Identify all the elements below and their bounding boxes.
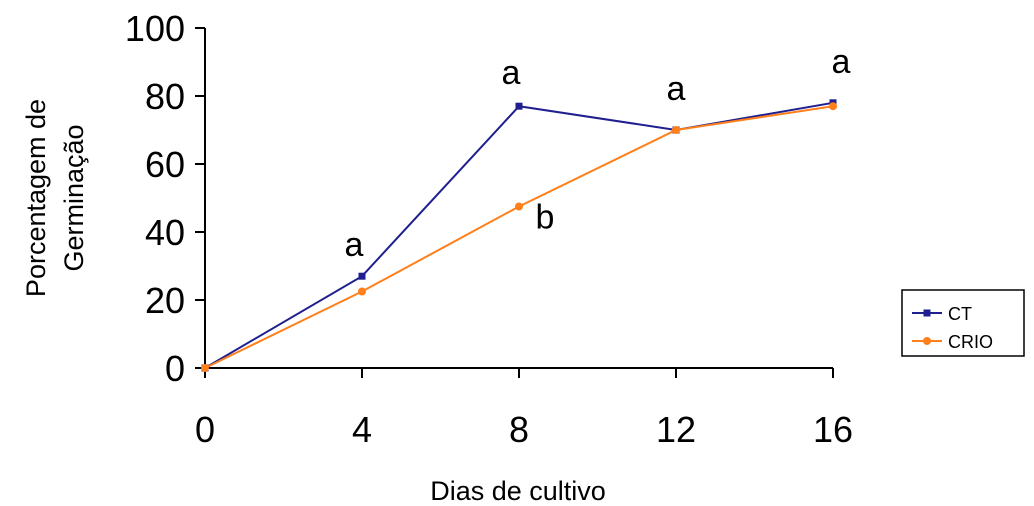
data-point-ct [515,102,523,110]
legend: CT CRIO [901,289,1025,357]
annotations-layer: a a b a a [340,43,851,266]
legend-marker-ct [923,309,931,317]
y-tick-label: 0 [165,348,185,389]
x-tick-label: 0 [195,409,215,450]
axes-layer: 0 20 40 60 80 100 0 4 8 12 16 [125,8,853,450]
data-point-crio [358,287,366,296]
significance-label: a [345,226,364,264]
y-tick-label: 40 [145,212,185,253]
data-point-crio [829,102,837,111]
annotation-background [340,229,368,266]
y-tick-label: 60 [145,144,185,185]
data-point-crio [201,364,209,372]
x-tick-label: 4 [352,409,372,450]
data-point-crio [515,202,523,211]
x-tick-label: 12 [656,409,696,450]
data-point-ct [358,272,366,280]
significance-label: b [536,199,555,237]
y-axis-title-line-1: Porcentagem de [21,99,51,297]
y-axis-title: Porcentagem de Germinação [21,99,89,297]
x-tick-label: 16 [813,409,853,450]
annotation-background [531,201,559,238]
y-axis-title-line-2: Germinação [59,124,89,271]
legend-marker-crio [923,337,931,345]
x-tick-label: 8 [509,409,529,450]
y-tick-label: 100 [125,8,185,49]
data-point-crio [672,126,680,134]
significance-label: a [667,70,686,108]
y-tick-label: 80 [145,76,185,117]
legend-box [901,289,1025,357]
legend-label-crio: CRIO [948,332,993,352]
significance-label: a [832,43,851,81]
x-axis-title: Dias de cultivo [430,476,606,506]
legend-label-ct: CT [948,304,972,324]
significance-label: a [502,54,521,92]
series-layer [201,99,837,372]
series-line-ct [204,101,834,369]
y-tick-label: 20 [145,280,185,321]
series-line-crio [204,105,834,369]
